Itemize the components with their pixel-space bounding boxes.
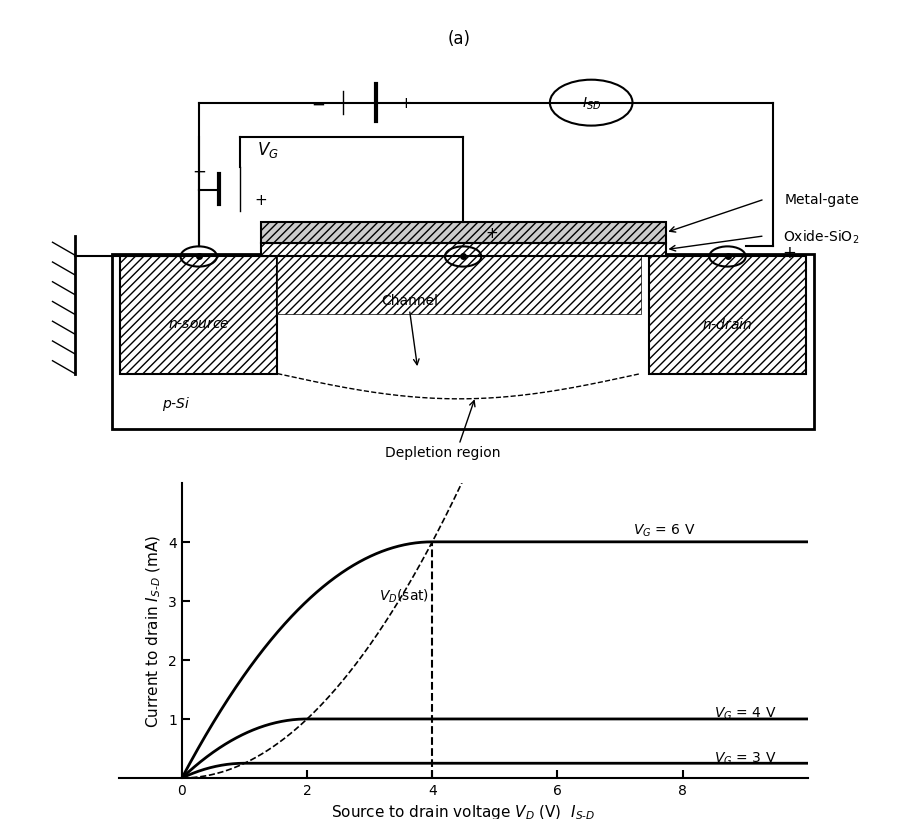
Text: Oxide-SiO$_2$: Oxide-SiO$_2$ [783, 228, 860, 245]
Bar [649, 257, 806, 374]
Bar [112, 255, 814, 429]
Text: $n$-source: $n$-source [168, 317, 230, 331]
Text: $+$: $+$ [782, 243, 797, 261]
Text: $V_G$ = 6 V: $V_G$ = 6 V [633, 523, 695, 539]
Bar [261, 243, 666, 257]
Text: $V_G$ = 4 V: $V_G$ = 4 V [714, 705, 777, 722]
Text: $+$: $+$ [254, 192, 267, 207]
Text: $V_D$(sat): $V_D$(sat) [379, 586, 430, 604]
Text: (a): (a) [447, 30, 471, 48]
Text: $-$: $-$ [192, 161, 206, 179]
Y-axis label: Current to drain $I_{S\text{-}D}$ (mA): Current to drain $I_{S\text{-}D}$ (mA) [144, 534, 162, 727]
Bar [277, 257, 641, 314]
Text: $+$: $+$ [486, 226, 498, 241]
Bar [261, 223, 666, 243]
Text: $p$-Si: $p$-Si [162, 395, 190, 413]
Text: $n$-drain: $n$-drain [702, 316, 753, 331]
Text: $+$: $+$ [398, 96, 412, 111]
Text: $I_{SD}$: $I_{SD}$ [581, 95, 601, 111]
Text: $-$: $-$ [311, 94, 326, 112]
X-axis label: Source to drain voltage $V_D$ (V)  $I_{S\text{-}D}$: Source to drain voltage $V_D$ (V) $I_{S\… [331, 803, 596, 819]
Bar [120, 257, 277, 374]
Text: Metal-gate: Metal-gate [785, 192, 860, 207]
Text: Channel: Channel [381, 294, 438, 308]
Text: $V_G$ = 3 V: $V_G$ = 3 V [714, 749, 777, 766]
Text: $V_G$: $V_G$ [257, 139, 278, 160]
Text: Depletion region: Depletion region [385, 445, 500, 459]
